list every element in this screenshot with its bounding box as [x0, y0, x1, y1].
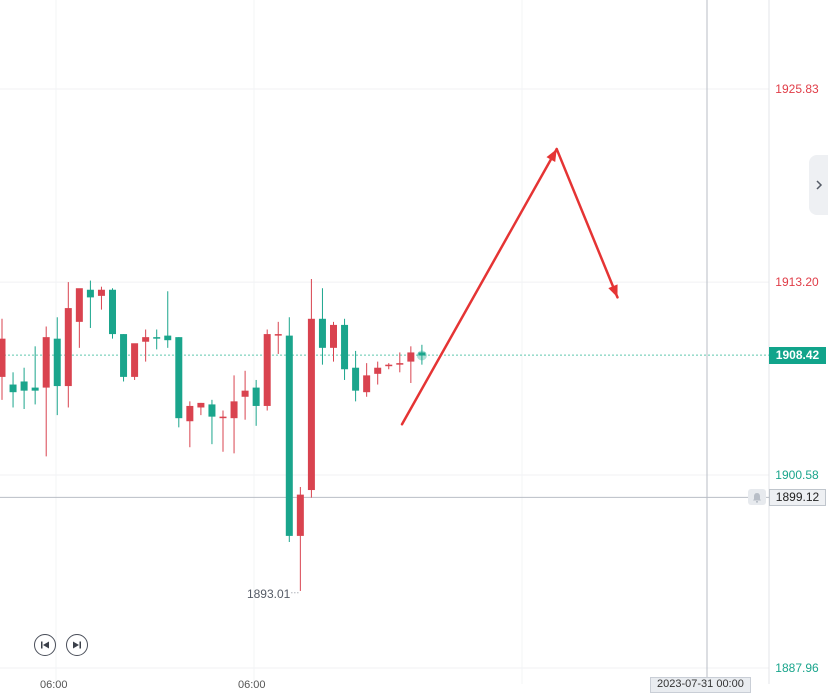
trend-arrow-head-1	[546, 149, 557, 162]
candle-body	[385, 364, 393, 367]
candle-body	[330, 324, 337, 348]
candle-body	[175, 337, 183, 419]
skip-forward-button[interactable]	[66, 634, 88, 656]
candle-body	[75, 288, 83, 322]
candle-body	[20, 381, 28, 391]
bell-icon	[753, 492, 761, 503]
price-tick-label-1: 1913.20	[775, 275, 819, 289]
candle-body	[318, 318, 326, 348]
candle-body	[208, 404, 216, 417]
candle-body	[341, 324, 349, 370]
candle-body	[97, 289, 105, 296]
candle-body	[407, 352, 415, 362]
candle-body	[252, 387, 260, 406]
candle-body	[418, 352, 426, 356]
candle-body	[131, 343, 139, 377]
candle-body	[274, 334, 282, 336]
alert-bell-button[interactable]	[748, 489, 766, 506]
skip-forward-icon	[73, 641, 81, 649]
crosshair-price-label: 1899.12	[775, 490, 820, 505]
candle-body	[230, 401, 238, 419]
candle-body	[109, 289, 116, 335]
skip-back-button[interactable]	[34, 634, 56, 656]
candle-body	[219, 416, 227, 419]
candle-body	[352, 367, 360, 391]
chevron-right-icon	[815, 180, 822, 190]
crosshair-price-tag: 1899.12	[769, 488, 826, 506]
candle-body	[31, 387, 39, 391]
candle-body	[142, 337, 150, 342]
candle-body	[363, 375, 371, 393]
crosshair-time-badge: 2023-07-31 00:00	[650, 677, 751, 693]
price-tick-label-3: 1887.96	[775, 661, 819, 675]
candle-body	[374, 367, 382, 374]
candle-body	[9, 384, 17, 393]
trend-arrow-2	[555, 147, 619, 299]
candle-body	[164, 335, 172, 341]
current-price-label: 1908.42	[775, 348, 820, 363]
candle-body	[241, 390, 249, 397]
time-label-2: 06:00	[238, 679, 266, 691]
low-annotation-label: 1893.01	[247, 587, 291, 601]
candle-body	[86, 289, 94, 298]
candles-layer: 1893.01	[0, 279, 427, 601]
candle-body	[296, 494, 304, 536]
side-panel-toggle[interactable]	[809, 155, 828, 215]
candle-body	[396, 363, 404, 365]
candle-body	[64, 308, 72, 387]
skip-back-icon	[41, 641, 49, 649]
candle-body	[307, 318, 315, 491]
candle-body	[53, 338, 61, 387]
price-tick-label-0: 1925.83	[775, 82, 819, 96]
price-axis: 1925.83 1913.20 1900.58 1887.96	[775, 82, 819, 675]
candle-body	[263, 334, 271, 406]
price-tick-label-2: 1900.58	[775, 468, 819, 482]
candle-body	[42, 337, 50, 388]
drawings-layer	[400, 147, 619, 426]
last-price-pulse	[416, 350, 427, 361]
current-price-tag: 1908.42	[769, 346, 826, 364]
trend-arrow-1	[400, 147, 558, 426]
candle-body	[285, 335, 293, 536]
candle-body	[186, 405, 194, 422]
time-label-1: 06:00	[40, 679, 68, 691]
candle-body	[120, 334, 128, 377]
candle-body	[197, 402, 205, 408]
candle-body	[0, 338, 6, 377]
chart-grid	[0, 0, 770, 684]
trend-arrow-head-2	[608, 284, 618, 298]
candle-body	[153, 337, 161, 339]
